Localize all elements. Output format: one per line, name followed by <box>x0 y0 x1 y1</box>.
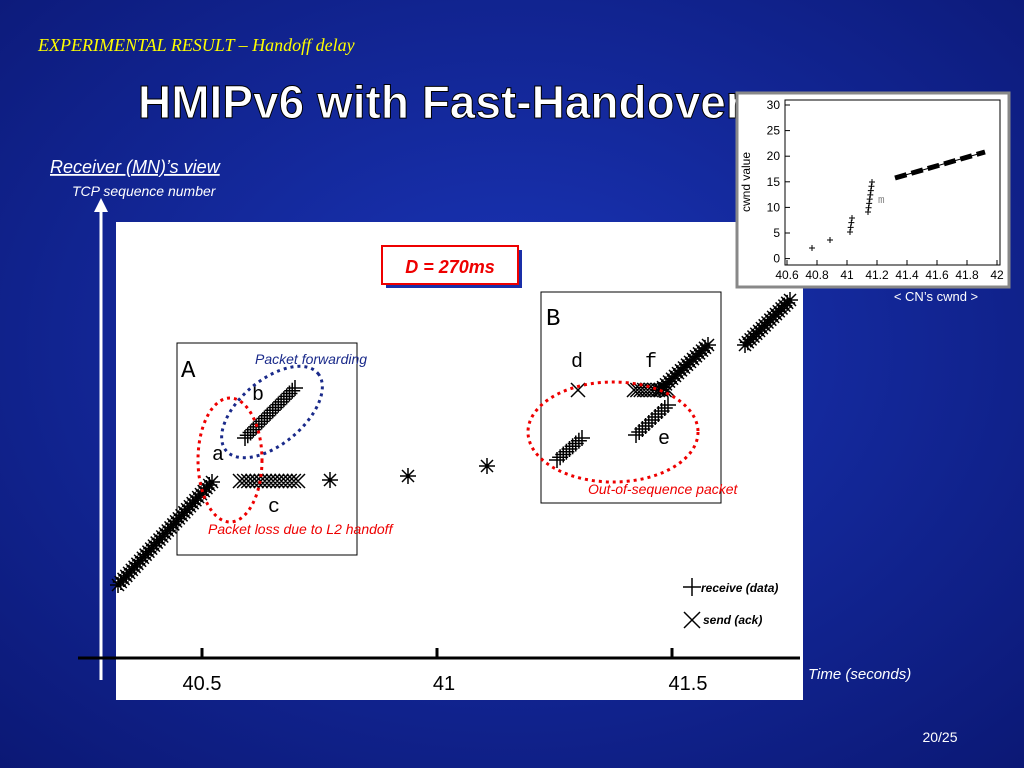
y-axis-arrow <box>94 198 108 212</box>
region-a <box>176 342 358 556</box>
inset-plot-frame <box>784 99 1001 266</box>
region-label: A <box>181 358 196 385</box>
page-number: 20/25 <box>922 729 957 745</box>
delay-label: D = 270ms <box>405 257 495 277</box>
y-axis-label: TCP sequence number <box>72 183 217 199</box>
out-of-seq-ellipse <box>526 380 700 484</box>
inset-tick-label: 41.4 <box>895 268 919 282</box>
inset-tick-label: 41.8 <box>955 268 979 282</box>
annotation: Packet forwarding <box>255 351 367 367</box>
inset-tick-label: 41 <box>840 268 854 282</box>
annotation: Out-of-sequence packet <box>588 481 739 497</box>
legend-symbols <box>683 578 701 629</box>
inset-tick-label: 15 <box>767 175 781 189</box>
slide-subtitle: EXPERIMENTAL RESULT – Handoff delay <box>37 35 355 55</box>
x-ticks <box>200 648 674 658</box>
inset-tick-label: 41.6 <box>925 268 949 282</box>
loss-ellipse <box>196 396 264 524</box>
legend-entry: receive (data) <box>701 581 778 595</box>
annotation: Packet loss due to L2 handoff <box>208 521 395 537</box>
point-label: d <box>571 351 583 374</box>
point-label: b <box>252 384 264 407</box>
point-label: c <box>268 496 280 519</box>
point-label: a <box>212 444 224 467</box>
x-tick-label: 41 <box>433 673 455 695</box>
slide-title: HMIPv6 with Fast-Handover <box>138 76 744 128</box>
legend-entry: send (ack) <box>703 613 762 627</box>
x-tick-label: 41.5 <box>669 673 708 695</box>
inset-tick-label: 25 <box>767 124 781 138</box>
view-label: Receiver (MN)’s view <box>50 157 221 177</box>
region-b <box>540 291 722 504</box>
inset-point-label: m <box>878 195 885 207</box>
forwarding-ellipse <box>220 364 324 460</box>
x-axis-label: Time (seconds) <box>808 666 911 683</box>
point-label: f <box>645 351 657 374</box>
inset-tick-label: 41.2 <box>865 268 889 282</box>
point-label: e <box>658 428 670 451</box>
inset-tick-label: 40.6 <box>775 268 799 282</box>
x-tick-label: 40.5 <box>183 673 222 695</box>
inset-tick-label: 40.8 <box>805 268 829 282</box>
delay-box <box>381 245 519 285</box>
plot-area <box>116 222 803 700</box>
inset-tick-label: 20 <box>767 149 781 163</box>
inset-tick-label: 42 <box>990 268 1004 282</box>
inset-caption: < CN’s cwnd > <box>894 289 978 304</box>
inset-tick-label: 30 <box>767 98 781 112</box>
inset-tick-label: 10 <box>767 200 781 214</box>
inset-tick-label: 5 <box>773 226 780 240</box>
labels: A B a b c d e f <box>181 306 670 519</box>
region-label: B <box>546 306 560 333</box>
inset-markers <box>809 151 986 251</box>
data-markers <box>110 292 798 593</box>
inset-tick-label: 0 <box>773 252 780 266</box>
inset-y-label: cwnd value <box>739 152 753 212</box>
inset <box>735 91 1011 289</box>
